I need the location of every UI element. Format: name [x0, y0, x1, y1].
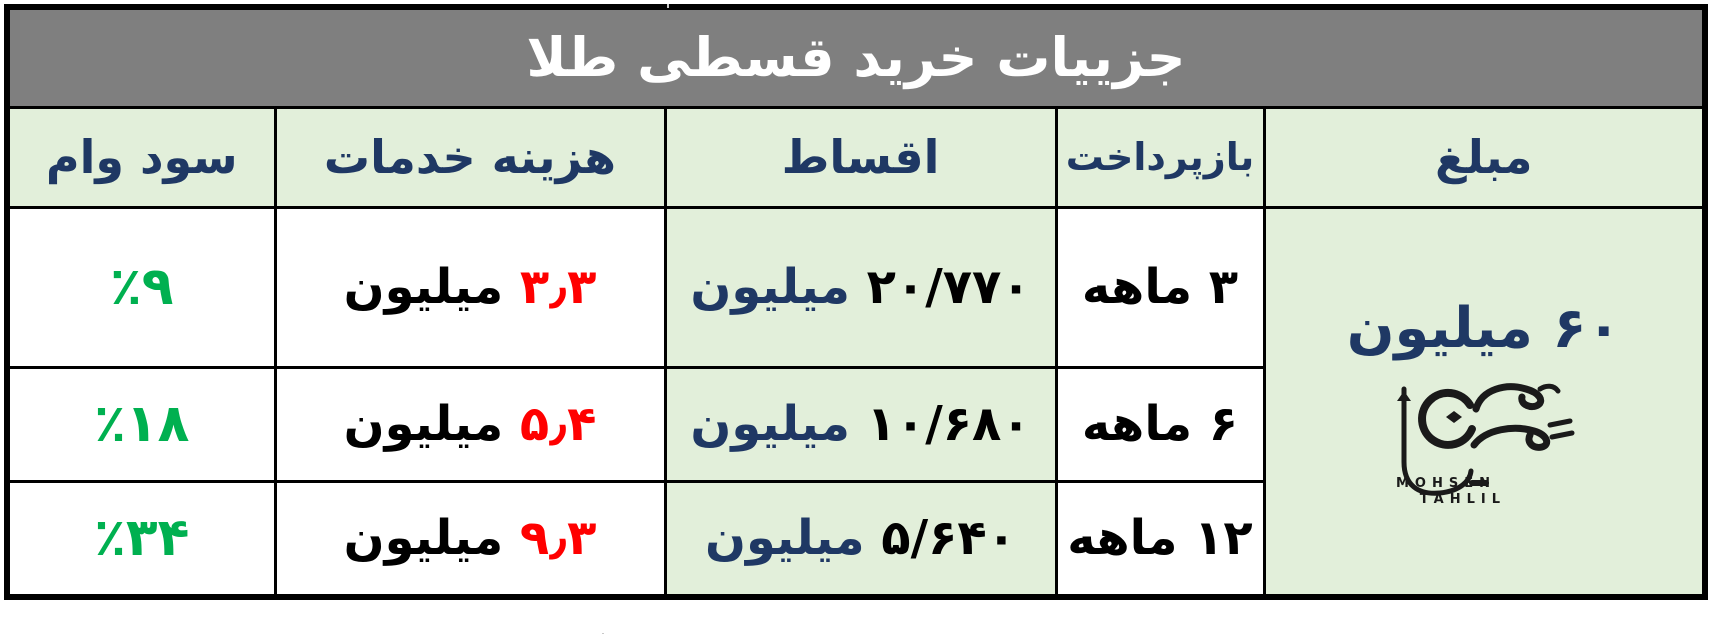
installment-unit: میلیون [690, 259, 850, 315]
cell-amount-merged: ۶۰ میلیون [1262, 205, 1707, 599]
header-amount: مبلغ [1262, 105, 1707, 209]
cell-service-1: ۳٫۳ میلیون [273, 205, 667, 369]
gold-installment-table: جزییات خرید قسطی طلا مبلغ بازپرداخت اقسا… [4, 4, 1708, 600]
spreadsheet-screenshot: جزییات خرید قسطی طلا مبلغ بازپرداخت اقسا… [0, 4, 1712, 634]
cell-installment-3: ۵/۶۴۰ میلیون [663, 479, 1058, 599]
table-header-row: مبلغ بازپرداخت اقساط هزینه خدمات سود وام [5, 105, 1707, 209]
page-title: جزییات خرید قسطی طلا [5, 5, 1707, 109]
interest-value: ٪۳۴ [94, 508, 190, 569]
installment-value: ۱۰/۶۸۰ [866, 396, 1031, 452]
interest-value: ٪۱۸ [94, 394, 190, 454]
cell-service-3: ۹٫۳ میلیون [273, 479, 667, 599]
table-title-row: جزییات خرید قسطی طلا [5, 5, 1707, 109]
gridline-mark-top [667, 4, 669, 8]
header-loan-interest: سود وام [5, 105, 277, 209]
cell-interest-3: ٪۳۴ [5, 479, 277, 599]
table-row: ۶۰ میلیون [5, 205, 1707, 599]
logo-text-line1: MOHSEN [1396, 476, 1496, 491]
cell-interest-1: ٪۹ [5, 205, 277, 369]
table-row: ۶ ماهه ۱۰/۶۸۰ میلیون ۵٫۴ میلیون ٪۱۸ [5, 365, 1705, 483]
cell-interest-2: ٪۱۸ [5, 365, 277, 483]
service-value: ۵٫۴ [519, 396, 597, 452]
mohsen-tahlil-logo: MOHSEN TAHLIL [1396, 383, 1575, 507]
service-unit: میلیون [343, 510, 504, 567]
table-row: ۱۲ ماهه ۵/۶۴۰ میلیون ۹٫۳ میلیون ٪۳۴ [5, 479, 1705, 599]
cell-repayment-2: ۶ ماهه [1054, 365, 1266, 483]
service-unit: میلیون [343, 396, 504, 452]
cell-installment-2: ۱۰/۶۸۰ میلیون [663, 365, 1058, 483]
cell-repayment-1: ۳ ماهه [1054, 205, 1266, 369]
header-repayment: بازپرداخت [1054, 105, 1266, 209]
installment-value: ۲۰/۷۷۰ [866, 259, 1031, 315]
amount-value: ۶۰ میلیون [1346, 295, 1621, 361]
cell-installment-1: ۲۰/۷۷۰ میلیون [663, 205, 1058, 369]
cell-service-2: ۵٫۴ میلیون [273, 365, 667, 483]
header-service-cost: هزینه خدمات [273, 105, 667, 209]
header-installments: اقساط [663, 105, 1058, 209]
cell-repayment-3: ۱۲ ماهه [1054, 479, 1266, 599]
installment-unit: میلیون [690, 396, 850, 452]
service-value: ۳٫۳ [519, 259, 597, 315]
installment-unit: میلیون [705, 510, 865, 567]
service-unit: میلیون [343, 259, 504, 315]
service-value: ۹٫۳ [519, 510, 597, 567]
installment-value: ۵/۶۴۰ [881, 510, 1016, 567]
logo-text-line2: TAHLIL [1420, 492, 1506, 507]
interest-value: ٪۹ [110, 257, 174, 317]
